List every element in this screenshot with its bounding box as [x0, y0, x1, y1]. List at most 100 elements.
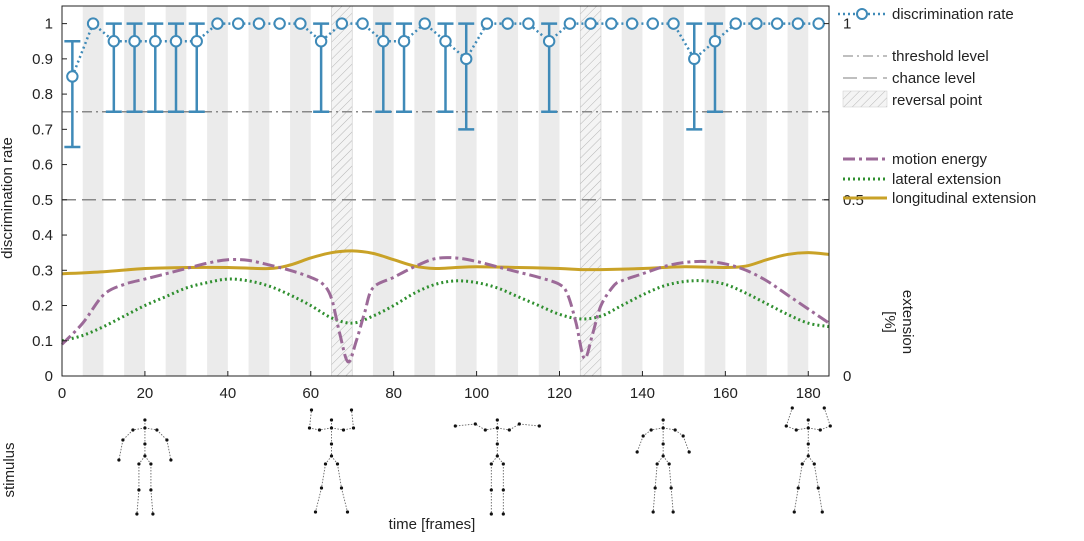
discrimination-point	[86, 17, 100, 30]
stimulus-joint	[349, 408, 354, 412]
stimulus-joint	[661, 442, 665, 446]
stimulus-bone	[475, 423, 486, 431]
discrimination-point	[294, 17, 307, 30]
stimulus-joint	[792, 510, 796, 514]
x-tick-label: 40	[219, 385, 236, 402]
y2-tick-label: 0	[843, 368, 851, 385]
stimulus-joint	[681, 434, 685, 438]
y-tick-label: 0.4	[32, 227, 53, 244]
stimulus-bone	[337, 463, 342, 489]
stimulus-joint	[495, 426, 499, 430]
stimulus-joint	[806, 454, 810, 458]
stimulus-joint	[820, 510, 824, 514]
discrimination-point	[750, 17, 763, 30]
stimulus-bone	[823, 407, 831, 427]
stimulus-joint	[149, 488, 153, 492]
discrimination-point	[770, 17, 784, 30]
stimulus-joint	[335, 462, 340, 466]
frame-band	[248, 6, 270, 376]
lateral-extension-line	[61, 277, 830, 343]
y-tick-label: 0.6	[32, 157, 53, 174]
legend-item-motion: motion energy	[843, 151, 988, 168]
x-tick-label: 140	[630, 385, 655, 402]
stimulus-joint	[341, 428, 346, 432]
stimulus-joint	[489, 462, 493, 466]
stimulus-joint	[517, 422, 521, 426]
discrimination-point	[688, 52, 701, 66]
discrimination-point	[501, 17, 514, 30]
discrimination-point	[480, 17, 494, 30]
stimulus-bone	[136, 489, 140, 515]
x-axis-ticks: 0 20 40 60 80 100 120 140 160 180	[58, 371, 821, 402]
discrimination-point	[729, 17, 742, 30]
legend-item-longitudinal: longitudinal extension	[843, 190, 1036, 207]
frame-band	[704, 6, 726, 376]
legend-label-threshold: threshold level	[892, 48, 989, 65]
stimulus-joint	[812, 462, 816, 466]
stimulus-figure	[117, 418, 173, 516]
stimulus-figure	[307, 408, 356, 514]
stimulus-joint	[149, 462, 153, 466]
stimulus-joint	[131, 428, 135, 432]
stimulus-joint	[537, 424, 541, 428]
stimulus-figure	[784, 406, 832, 514]
stimulus-bone	[651, 427, 664, 431]
discrimination-point	[460, 52, 473, 66]
stimulus-joint	[329, 442, 334, 446]
reversal-regions	[331, 5, 602, 377]
y2-axis-ticks: 00.51	[824, 16, 864, 385]
discrimination-point	[439, 35, 452, 48]
discrimination-point	[107, 35, 121, 48]
stimulus-bone	[786, 425, 797, 431]
stimulus-joint	[796, 486, 800, 490]
frame-band	[746, 6, 767, 376]
stimulus-joint	[651, 510, 655, 514]
stimulus-bone	[321, 463, 326, 489]
y-tick-label: 0	[45, 368, 53, 385]
stimulus-bone	[485, 427, 498, 431]
x-tick-label: 60	[302, 385, 319, 402]
legend-label-chance: chance level	[892, 70, 975, 87]
stimulus-joint	[135, 512, 139, 516]
stimulus-bone	[793, 487, 799, 513]
longitudinal-extension-line	[61, 249, 830, 276]
stimulus-joint	[137, 462, 141, 466]
stimulus-joint	[495, 418, 499, 422]
discrimination-point	[563, 17, 577, 30]
stimulus-joint	[143, 454, 147, 458]
stimulus-joint	[653, 486, 657, 490]
stimulus-joint	[329, 426, 334, 430]
x-tick-label: 0	[58, 385, 66, 402]
stimulus-bone	[455, 423, 476, 427]
legend-item-reversal: reversal point	[842, 90, 983, 109]
discrimination-point	[708, 35, 722, 48]
stimulus-bone	[808, 427, 821, 431]
stimulus-joint	[806, 418, 810, 422]
frame-band	[414, 6, 436, 376]
stimulus-joint	[143, 418, 147, 422]
frame-band	[290, 6, 311, 376]
stimulus-joint	[473, 422, 477, 426]
stimulus-bone	[319, 427, 332, 431]
discrimination-point	[190, 35, 203, 48]
stimulus-joint	[828, 424, 832, 428]
discrimination-point	[169, 35, 183, 48]
stimulus-bone	[315, 487, 322, 513]
stimulus-joint	[501, 488, 505, 492]
stimulus-joint	[345, 510, 350, 514]
discrimination-point	[791, 17, 805, 30]
stimulus-joint	[169, 458, 173, 462]
stimulus-joint	[307, 426, 312, 430]
discrimination-point	[149, 35, 162, 48]
discrimination-point	[211, 17, 224, 30]
discrimination-point	[812, 17, 825, 30]
stimulus-joint	[784, 424, 788, 428]
stimulus-joint	[319, 486, 324, 490]
y2-axis-label-line2: [%]	[881, 311, 898, 333]
x-axis-label: time [frames]	[389, 516, 476, 533]
y-tick-label: 0.5	[32, 192, 53, 209]
stimulus-joint	[323, 462, 328, 466]
stimulus-joint	[673, 428, 677, 432]
stimulus-joint	[655, 462, 659, 466]
stimulus-bone	[331, 427, 344, 431]
